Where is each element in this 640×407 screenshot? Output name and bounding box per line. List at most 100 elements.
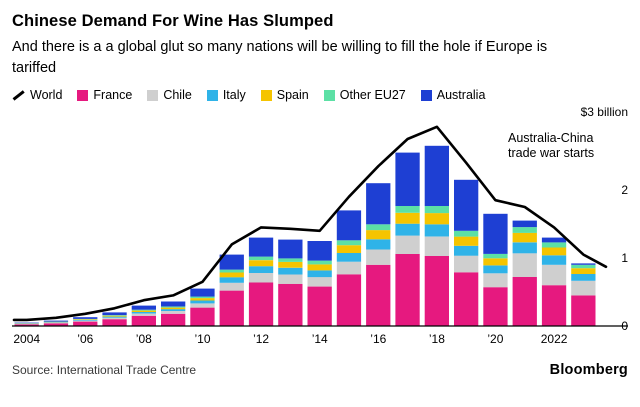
bar-segment-italy [131, 312, 156, 314]
bar-segment-other-eu27 [512, 227, 537, 234]
bar-segment-italy [424, 224, 449, 237]
bar-segment-other-eu27 [307, 260, 332, 265]
bar-segment-australia [161, 301, 186, 307]
x-axis-tick-label: ’18 [429, 332, 445, 346]
bar-segment-spain [219, 272, 244, 278]
bar-segment-other-eu27 [102, 315, 127, 316]
legend-label-chile: Chile [163, 88, 192, 103]
y-axis-tick-label: 2 [621, 183, 628, 197]
legend-label-spain: Spain [276, 88, 309, 103]
legend-label-australia: Australia [436, 88, 486, 103]
other-eu27-swatch-icon [323, 89, 335, 101]
x-axis-tick-label: 2022 [541, 332, 568, 346]
bar-segment-spain [483, 258, 508, 266]
y-axis-tick-label: 1 [621, 251, 628, 265]
bar-segment-france [483, 287, 508, 327]
bar-segment-chile [366, 249, 391, 265]
legend-label-france: France [93, 88, 133, 103]
bar-segment-spain [336, 245, 362, 254]
bar-segment-chile [571, 280, 596, 296]
bar-segment-chile [307, 277, 332, 287]
legend-item-chile: Chile [147, 88, 192, 102]
x-axis-tick-label: ’20 [487, 332, 503, 346]
legend-item-spain: Spain [260, 88, 309, 103]
x-axis-tick-label: ’10 [194, 332, 210, 346]
bar-segment-australia [307, 241, 332, 261]
bar-segment-france [14, 324, 39, 327]
bar-segment-italy [102, 316, 127, 318]
bar-segment-italy [190, 300, 215, 304]
bar-segment-chile [73, 320, 98, 322]
bar-segment-italy [336, 253, 362, 262]
bar-segment-chile [248, 273, 274, 283]
bar-segment-other-eu27 [424, 206, 449, 214]
bloomberg-logo: Bloomberg [549, 362, 628, 379]
bar-segment-spain [161, 307, 186, 310]
bar-segment-chile [219, 282, 244, 291]
bar-segment-france [307, 286, 332, 327]
bar-segment-australia [131, 305, 156, 310]
bar-segment-france [512, 277, 537, 327]
france-swatch-icon [77, 89, 89, 101]
bar-segment-italy [73, 320, 98, 321]
bar-segment-australia [512, 220, 537, 228]
bar-segment-other-eu27 [336, 240, 362, 246]
bar-segment-chile [278, 274, 303, 285]
legend-item-italy: Italy [206, 88, 246, 102]
bar-segment-australia [424, 145, 449, 207]
bar-segment-chile [395, 235, 420, 255]
bar-segment-australia [43, 320, 69, 322]
bar-segment-australia [395, 152, 420, 207]
bar-segment-france [571, 295, 596, 327]
bar-segment-france [395, 254, 420, 327]
bar-segment-chile [454, 255, 479, 273]
x-axis-tick-label: 2004 [13, 332, 40, 346]
bar-segment-other-eu27 [571, 264, 596, 269]
bar-segment-italy [483, 265, 508, 274]
bar-segment-australia [278, 239, 303, 259]
chart-subtitle: And there is a a global glut so many nat… [12, 39, 548, 76]
bar-segment-france [336, 274, 362, 327]
legend-label-other-eu27: Other EU27 [339, 88, 406, 103]
bar-segment-australia [102, 312, 127, 316]
bar-segment-france [161, 313, 186, 327]
bar-segment-france [248, 282, 274, 327]
bar-segment-australia [73, 317, 98, 320]
y-axis-top-label: $3 billion [581, 105, 628, 119]
bar-segment-australia [336, 210, 362, 241]
bar-segment-australia [483, 213, 508, 255]
bar-segment-italy [219, 277, 244, 283]
chart-card: Chinese Demand For Wine Has Slumped And … [12, 12, 628, 378]
bar-segment-spain [278, 262, 303, 268]
bar-segment-spain [454, 236, 479, 246]
bar-segment-australia [366, 183, 391, 225]
bar-segment-spain [571, 268, 596, 275]
bar-segment-chile [336, 261, 362, 275]
x-axis-tick-label: ’06 [77, 332, 93, 346]
bar-segment-france [102, 319, 127, 327]
bar-segment-chile [190, 303, 215, 308]
bar-segment-france [454, 272, 479, 327]
annotation-trade-war: trade war starts [508, 146, 594, 160]
chile-swatch-icon [147, 89, 159, 101]
bar-segment-spain [190, 298, 215, 301]
world-line-icon [12, 90, 25, 101]
bar-segment-australia [541, 237, 567, 243]
bar-segment-spain [541, 247, 567, 256]
world-line [12, 125, 608, 322]
chart-title: Chinese Demand For Wine Has Slumped [12, 12, 334, 30]
bar-segment-australia [248, 237, 274, 257]
bar-segment-chile [131, 313, 156, 316]
source-note: Source: International Trade Centre [12, 363, 197, 378]
bar-segment-france [190, 307, 215, 327]
legend-item-world: World [12, 88, 62, 102]
bar-segment-france [43, 323, 69, 327]
bar-segment-spain [395, 212, 420, 224]
bar-segment-italy [571, 274, 596, 281]
x-axis-tick-label: ’14 [312, 332, 328, 346]
bar-segment-italy [43, 322, 69, 323]
bar-segment-italy [278, 267, 303, 275]
bar-segment-italy [395, 223, 420, 236]
bar-segment-chile [43, 322, 69, 324]
bar-segment-spain [512, 232, 537, 243]
